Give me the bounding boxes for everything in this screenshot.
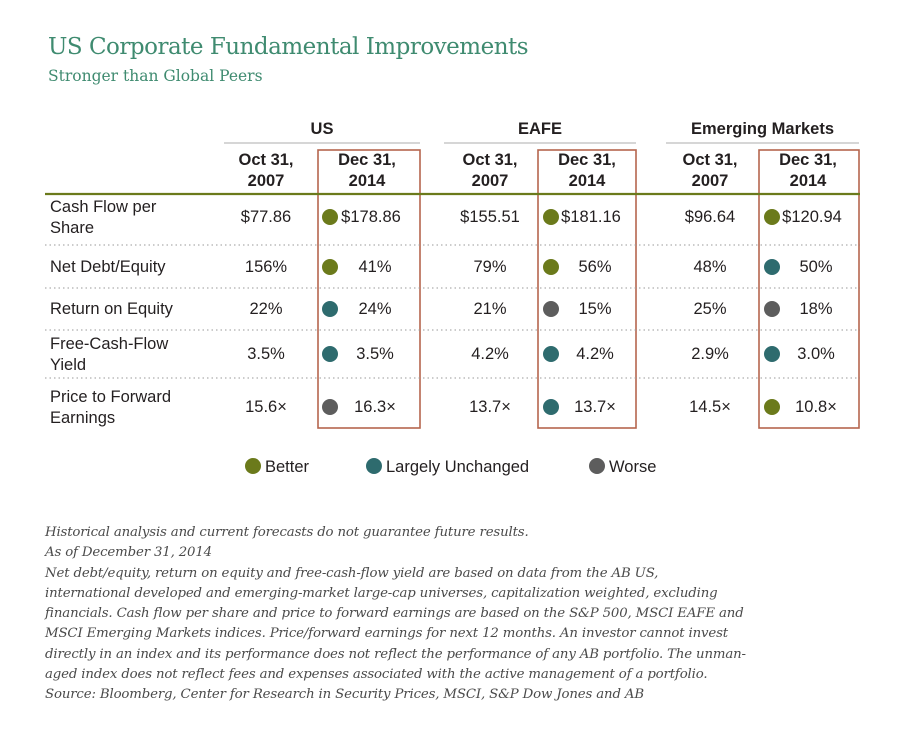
metric-label: Price to Forward bbox=[50, 388, 171, 406]
footnotes: Historical analysis and current forecast… bbox=[45, 523, 895, 706]
highlight-box-2014-eafe bbox=[537, 149, 637, 429]
value-2014-eafe: 13.7× bbox=[574, 398, 616, 416]
value-2014-em: 10.8× bbox=[795, 398, 837, 416]
page-title: US Corporate Fundamental Improvements bbox=[48, 34, 529, 60]
metric-label: Yield bbox=[50, 356, 86, 374]
col-header-2007-eafe: 2007 bbox=[472, 172, 509, 190]
status-dot-better bbox=[764, 209, 780, 225]
footnote-line: Historical analysis and current forecast… bbox=[45, 525, 529, 540]
col-header-2007-em: 2007 bbox=[692, 172, 729, 190]
value-2007-us: $77.86 bbox=[241, 208, 291, 226]
highlight-box-2014-em bbox=[758, 149, 860, 429]
value-2014-us: 16.3× bbox=[354, 398, 396, 416]
status-dot-largely_unchanged bbox=[764, 346, 780, 362]
value-2014-us: 24% bbox=[358, 300, 391, 318]
metric-label: Earnings bbox=[50, 409, 115, 427]
col-header-2007-us: Oct 31, bbox=[238, 151, 293, 169]
col-header-2007-em: Oct 31, bbox=[682, 151, 737, 169]
legend-label-better: Better bbox=[265, 458, 310, 476]
value-2007-em: 48% bbox=[693, 258, 726, 276]
footnote-line: Net debt/equity, return on equity and fr… bbox=[45, 565, 659, 581]
col-header-2014-eafe: 2014 bbox=[569, 172, 607, 190]
status-dot-largely_unchanged bbox=[543, 346, 559, 362]
col-header-2007-us: 2007 bbox=[248, 172, 285, 190]
metric-label: Share bbox=[50, 219, 94, 237]
value-2014-em: $120.94 bbox=[782, 208, 842, 226]
legend-dot-worse bbox=[589, 458, 605, 474]
status-dot-better bbox=[543, 209, 559, 225]
value-2014-eafe: 15% bbox=[578, 300, 611, 318]
group-title-em: Emerging Markets bbox=[691, 120, 834, 138]
legend-dot-better bbox=[245, 458, 261, 474]
value-2007-em: 25% bbox=[693, 300, 726, 318]
value-2007-eafe: 13.7× bbox=[469, 398, 511, 416]
col-header-2007-eafe: Oct 31, bbox=[462, 151, 517, 169]
footnote-line: financials. Cash flow per share and pric… bbox=[45, 606, 744, 622]
status-dot-largely_unchanged bbox=[322, 346, 338, 362]
footnote-line: MSCI Emerging Markets indices. Price/for… bbox=[45, 626, 728, 642]
value-2014-us: 3.5% bbox=[356, 345, 394, 363]
value-2007-eafe: $155.51 bbox=[460, 208, 520, 226]
legend-label-worse: Worse bbox=[609, 458, 656, 476]
page-subtitle: Stronger than Global Peers bbox=[48, 67, 263, 85]
value-2014-eafe: $181.16 bbox=[561, 208, 621, 226]
legend-label-largely_unchanged: Largely Unchanged bbox=[386, 458, 529, 476]
metric-label: Net Debt/Equity bbox=[50, 258, 166, 276]
value-2014-em: 18% bbox=[799, 300, 832, 318]
metric-label: Cash Flow per bbox=[50, 198, 157, 216]
value-2007-us: 3.5% bbox=[247, 345, 285, 363]
footnote-line: international developed and emerging-mar… bbox=[45, 585, 718, 601]
status-dot-worse bbox=[543, 301, 559, 317]
status-dot-worse bbox=[322, 399, 338, 415]
status-dot-better bbox=[322, 209, 338, 225]
legend-dot-largely_unchanged bbox=[366, 458, 382, 474]
value-2007-eafe: 79% bbox=[473, 258, 506, 276]
status-dot-largely_unchanged bbox=[322, 301, 338, 317]
value-2014-eafe: 56% bbox=[578, 258, 611, 276]
status-dot-largely_unchanged bbox=[543, 399, 559, 415]
group-title-us: US bbox=[311, 120, 334, 138]
value-2007-us: 22% bbox=[249, 300, 282, 318]
status-dot-better bbox=[543, 259, 559, 275]
highlight-box-2014-us bbox=[317, 149, 421, 429]
value-2007-eafe: 21% bbox=[473, 300, 506, 318]
status-dot-worse bbox=[764, 301, 780, 317]
value-2014-em: 3.0% bbox=[797, 345, 835, 363]
value-2007-us: 15.6× bbox=[245, 398, 287, 416]
footnote-line: Source: Bloomberg, Center for Research i… bbox=[45, 687, 644, 703]
col-header-2014-em: 2014 bbox=[790, 172, 828, 190]
col-header-2014-us: Dec 31, bbox=[338, 151, 396, 169]
value-2014-eafe: 4.2% bbox=[576, 345, 614, 363]
col-header-2014-us: 2014 bbox=[349, 172, 387, 190]
status-dot-better bbox=[322, 259, 338, 275]
value-2014-us: 41% bbox=[358, 258, 391, 276]
footnote-line: directly in an index and its performance… bbox=[45, 646, 746, 662]
value-2007-us: 156% bbox=[245, 258, 288, 276]
status-dot-better bbox=[764, 399, 780, 415]
value-2007-em: 2.9% bbox=[691, 345, 729, 363]
group-title-eafe: EAFE bbox=[518, 120, 562, 138]
value-2014-em: 50% bbox=[799, 258, 832, 276]
col-header-2014-em: Dec 31, bbox=[779, 151, 837, 169]
value-2014-us: $178.86 bbox=[341, 208, 401, 226]
value-2007-em: $96.64 bbox=[685, 208, 735, 226]
col-header-2014-eafe: Dec 31, bbox=[558, 151, 616, 169]
metric-label: Free-Cash-Flow bbox=[50, 335, 168, 353]
value-2007-eafe: 4.2% bbox=[471, 345, 509, 363]
value-2007-em: 14.5× bbox=[689, 398, 731, 416]
status-dot-largely_unchanged bbox=[764, 259, 780, 275]
footnote-line: As of December 31, 2014 bbox=[45, 545, 212, 561]
footnote-line: aged index does not reflect fees and exp… bbox=[45, 667, 708, 683]
metric-label: Return on Equity bbox=[50, 300, 174, 318]
